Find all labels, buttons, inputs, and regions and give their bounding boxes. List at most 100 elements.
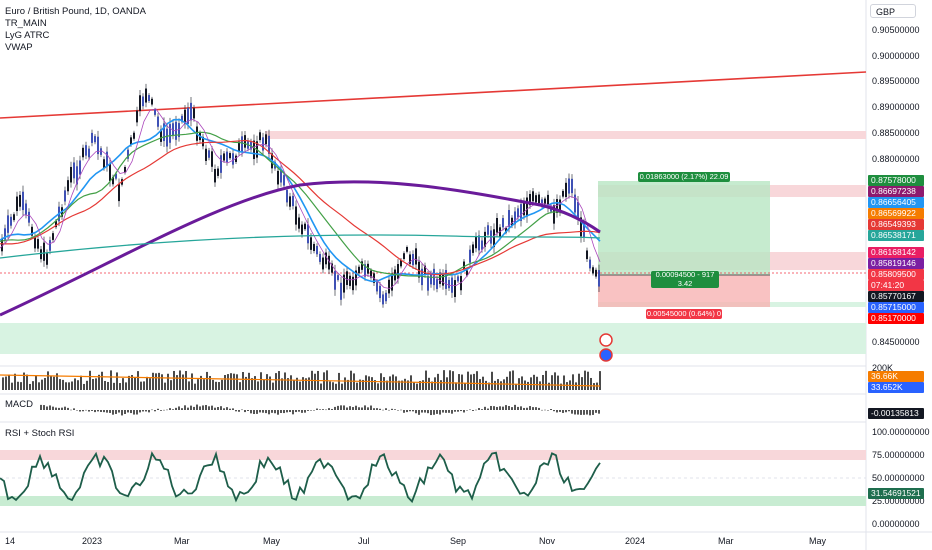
volume-bar [404, 378, 406, 390]
volume-bar [68, 382, 70, 390]
candle-body [325, 252, 327, 265]
volume-bar [281, 378, 283, 390]
volume-bar [59, 379, 61, 390]
volume-axis-label: 200K [872, 363, 894, 373]
candle-body [574, 194, 576, 213]
candle-body [361, 261, 363, 270]
symbol-title[interactable]: Euro / British Pound, 1D, OANDA [5, 6, 146, 17]
macd-bar [112, 410, 114, 415]
volume-bar [278, 371, 280, 390]
candle-body [379, 285, 381, 299]
volume-bar [308, 377, 310, 390]
volume-bar [425, 370, 427, 390]
candle-body [559, 199, 561, 212]
macd-bar [82, 410, 84, 412]
candle-body [310, 237, 312, 250]
macd-bar [172, 409, 174, 410]
macd-bar [271, 410, 273, 413]
macd-bar [364, 405, 366, 410]
macd-bar [73, 408, 75, 410]
volume-bar [32, 381, 34, 390]
entry-label[interactable]: 0.00094500 - 917 3.42 [651, 270, 719, 288]
candle-body [487, 225, 489, 235]
candle-body [364, 264, 366, 277]
macd-bar [58, 407, 60, 410]
candle-body [517, 208, 519, 218]
macd-bar [277, 410, 279, 415]
macd-bar [217, 407, 219, 410]
candle-body [259, 132, 261, 141]
candle-body [472, 244, 474, 253]
candle-body [103, 159, 105, 168]
candle-body [283, 175, 285, 186]
macd-bar [445, 410, 447, 413]
macd-bar [157, 408, 159, 410]
volume-bar [254, 376, 256, 390]
candle-body [82, 147, 84, 158]
volume-bar [320, 383, 322, 390]
candle-body [235, 155, 237, 162]
macd-bar [577, 410, 579, 415]
candle-body [142, 96, 144, 107]
macd-bar [511, 407, 513, 410]
macd-bar [397, 410, 399, 411]
macd-bar [556, 410, 558, 413]
candle-body [22, 191, 24, 211]
macd-bar [460, 410, 462, 412]
macd-bar [505, 405, 507, 410]
macd-bar [472, 410, 474, 411]
rsi-title[interactable]: RSI + Stoch RSI [5, 428, 75, 439]
macd-bar [340, 405, 342, 410]
rsi-line [0, 450, 601, 504]
macd-bar [181, 408, 183, 410]
volume-bar [461, 374, 463, 390]
macd-bar [550, 409, 552, 410]
indicator-vwap[interactable]: VWAP [5, 42, 33, 53]
price-axis-label: 0.90500000 [872, 25, 920, 35]
ma-line [0, 131, 601, 278]
volume-bar [92, 379, 94, 390]
stop-label[interactable]: 0.00545000 (0.64%) 0 [646, 309, 722, 319]
rsi-axis-label: 0.00000000 [872, 519, 920, 529]
candle-body [448, 279, 450, 289]
current-price-tag: 0.85809500 [868, 269, 924, 280]
volume-bar [443, 370, 445, 390]
indicator-tr-main[interactable]: TR_MAIN [5, 18, 47, 29]
candle-body [409, 254, 411, 264]
candle-body [37, 239, 39, 249]
volume-bar [116, 372, 118, 390]
candle-body [445, 270, 447, 289]
macd-bar [502, 406, 504, 410]
candle-body [451, 277, 453, 293]
volume-bar [485, 380, 487, 390]
volume-bar [329, 381, 331, 390]
indicator-lyg-atrc[interactable]: LyG ATRC [5, 30, 50, 41]
candle-body [505, 227, 507, 233]
target-label[interactable]: 0.01863000 (2.17%) 22.09 [638, 172, 730, 182]
candle-body [583, 223, 585, 238]
candle-body [436, 279, 438, 289]
currency-selector[interactable]: GBP [870, 4, 916, 18]
candle-body [529, 193, 531, 206]
macd-title[interactable]: MACD [5, 399, 33, 410]
volume-bar [107, 381, 109, 390]
volume-bar [44, 377, 46, 390]
price-tag: 0.85819146 [868, 258, 924, 269]
candle-body [262, 137, 264, 151]
macd-bar [439, 410, 441, 415]
candle-body [49, 240, 51, 251]
price-axis-label: 0.89000000 [872, 102, 920, 112]
candle-body [316, 245, 318, 255]
volume-bar [599, 371, 601, 390]
candle-body [442, 273, 444, 286]
macd-bar [265, 410, 267, 414]
volume-bar [227, 374, 229, 390]
candle-body [184, 109, 186, 124]
candle-body [547, 194, 549, 209]
macd-bar [370, 405, 372, 410]
macd-tag: -0.00135813 [868, 408, 924, 419]
volume-bar [170, 380, 172, 390]
candle-body [571, 178, 573, 194]
